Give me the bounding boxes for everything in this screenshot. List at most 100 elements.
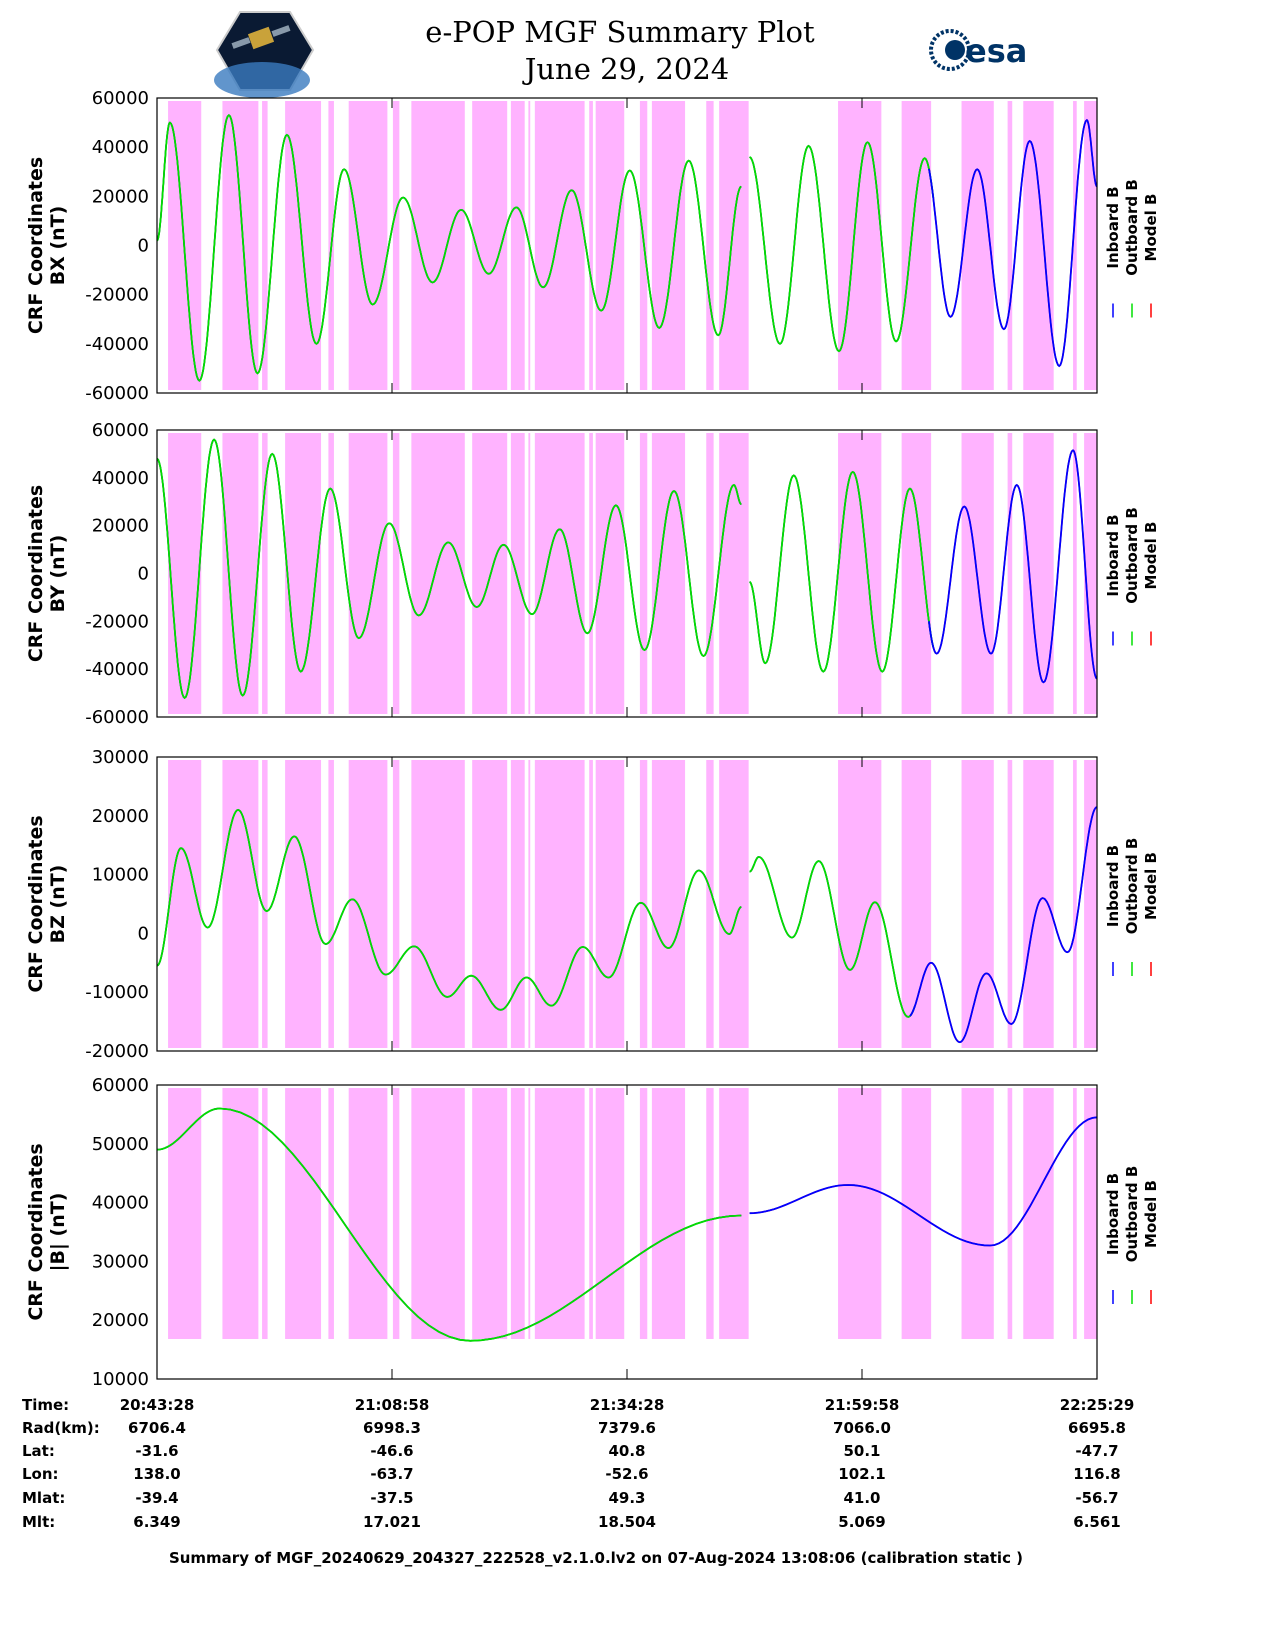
- shaded-interval: [262, 101, 268, 390]
- table-cell: 17.021: [363, 1513, 421, 1531]
- y-axis-label: CRF CoordinatesBZ (nT): [25, 815, 69, 992]
- y-tick-label: 20000: [92, 806, 149, 827]
- footer-summary: Summary of MGF_20240629_204327_222528_v2…: [169, 1549, 1023, 1567]
- shaded-interval: [411, 760, 465, 1048]
- shaded-interval: [589, 433, 593, 714]
- shaded-interval: [1073, 433, 1077, 714]
- shaded-interval: [1023, 101, 1054, 390]
- shaded-interval: [639, 433, 648, 714]
- table-cell: 7379.6: [598, 1419, 656, 1437]
- shaded-interval: [651, 760, 686, 1048]
- table-cell: 6706.4: [128, 1419, 186, 1437]
- y-tick-label: -20000: [85, 285, 149, 306]
- shaded-interval: [589, 101, 593, 390]
- table-cell: 102.1: [838, 1465, 885, 1483]
- shaded-interval: [285, 1088, 322, 1339]
- y-axis-label-line2: BZ (nT): [47, 865, 69, 944]
- table-cell: -52.6: [605, 1465, 648, 1483]
- table-cell: 7066.0: [833, 1419, 891, 1437]
- shaded-interval: [595, 101, 625, 390]
- shaded-interval: [348, 101, 388, 390]
- table-cell: 6998.3: [363, 1419, 421, 1437]
- outboard-b-line: [749, 470, 935, 673]
- shaded-interval: [706, 101, 714, 390]
- y-axis-label-line2: BY (nT): [47, 535, 69, 613]
- shaded-interval: [348, 433, 388, 714]
- shaded-interval: [222, 101, 259, 390]
- shaded-interval: [534, 433, 585, 714]
- shaded-interval: [1084, 1088, 1097, 1339]
- panel-2: 60000 40000 20000 0 -20000 -40000 -60000 CRF Co…: [25, 420, 1160, 728]
- table-cell: -31.6: [135, 1442, 178, 1460]
- table-row-label: Lon:: [22, 1465, 59, 1483]
- shaded-interval: [392, 1088, 400, 1339]
- y-tick-label: 40000: [92, 137, 149, 158]
- shaded-interval: [961, 1088, 994, 1339]
- table-row-label: Rad(km):: [22, 1419, 100, 1437]
- shaded-interval: [838, 433, 882, 714]
- table-cell: 21:08:58: [355, 1396, 430, 1414]
- panel-3: 30000 20000 10000 0 -10000 -20000 CRF Coordina…: [25, 747, 1160, 1062]
- shaded-interval: [1007, 1088, 1013, 1339]
- shaded-interval: [838, 1088, 882, 1339]
- y-tick-label: 60000: [92, 88, 149, 109]
- table-cell: -39.4: [135, 1489, 178, 1507]
- shaded-interval: [838, 101, 882, 390]
- shaded-interval: [719, 1088, 749, 1339]
- shaded-interval: [589, 1088, 593, 1339]
- shaded-interval: [901, 433, 932, 714]
- table-cell: 49.3: [608, 1489, 645, 1507]
- legend-label: Inboard B: [1104, 845, 1122, 927]
- shaded-interval: [1084, 760, 1097, 1048]
- shaded-interval: [262, 760, 268, 1048]
- y-tick-label: 60000: [92, 1075, 149, 1096]
- y-axis-label-line1: CRF Coordinates: [25, 485, 47, 662]
- shaded-interval: [510, 760, 525, 1048]
- shaded-interval: [168, 760, 202, 1048]
- shaded-interval: [706, 760, 714, 1048]
- inboard-b-line: [749, 856, 916, 1018]
- shaded-interval: [472, 760, 508, 1048]
- inboard-b-line: [909, 806, 1098, 1044]
- shaded-interval: [348, 1088, 388, 1339]
- shaded-interval: [639, 1088, 648, 1339]
- y-tick-label: -40000: [85, 659, 149, 680]
- shaded-interval: [706, 433, 714, 714]
- shaded-interval: [348, 760, 388, 1048]
- shaded-interval: [328, 760, 334, 1048]
- outboard-b-line: [749, 856, 916, 1018]
- shaded-interval: [168, 1088, 202, 1339]
- shaded-interval: [285, 760, 322, 1048]
- legend-label: Inboard B: [1104, 514, 1122, 596]
- y-tick-label: 50000: [92, 1134, 149, 1155]
- shaded-interval: [595, 1088, 625, 1339]
- shaded-interval: [706, 1088, 714, 1339]
- legend-label: Outboard B: [1123, 507, 1141, 604]
- table-cell: 40.8: [608, 1442, 645, 1460]
- y-axis-label-line1: CRF Coordinates: [25, 1143, 47, 1320]
- shaded-interval: [589, 760, 593, 1048]
- table-cell: 138.0: [133, 1465, 180, 1483]
- shaded-interval: [1023, 1088, 1054, 1339]
- shaded-interval: [719, 433, 749, 714]
- y-tick-label: 20000: [92, 516, 149, 537]
- table-cell: 18.504: [598, 1513, 656, 1531]
- y-tick-label: 10000: [92, 1369, 149, 1390]
- shaded-interval: [168, 433, 202, 714]
- ephemeris-table: Time: Rad(km): Lat: Lon: Mlat: Mlt: 20:43:28 67…: [22, 1396, 1134, 1531]
- shaded-interval: [1073, 101, 1077, 390]
- shaded-interval: [510, 433, 525, 714]
- shaded-interval: [510, 101, 525, 390]
- outboard-b-line: [749, 141, 935, 353]
- legend-label: Model B: [1142, 194, 1160, 262]
- svg-text:esa: esa: [965, 32, 1027, 70]
- shaded-interval: [262, 1088, 268, 1339]
- shaded-interval: [1073, 1088, 1077, 1339]
- legend-label: Model B: [1142, 522, 1160, 590]
- legend-label: Inboard B: [1104, 1173, 1122, 1255]
- y-tick-label: -40000: [85, 334, 149, 355]
- table-cell: 41.0: [843, 1489, 880, 1507]
- table-cell: 116.8: [1073, 1465, 1120, 1483]
- y-axis-label: CRF CoordinatesBX (nT): [25, 157, 69, 334]
